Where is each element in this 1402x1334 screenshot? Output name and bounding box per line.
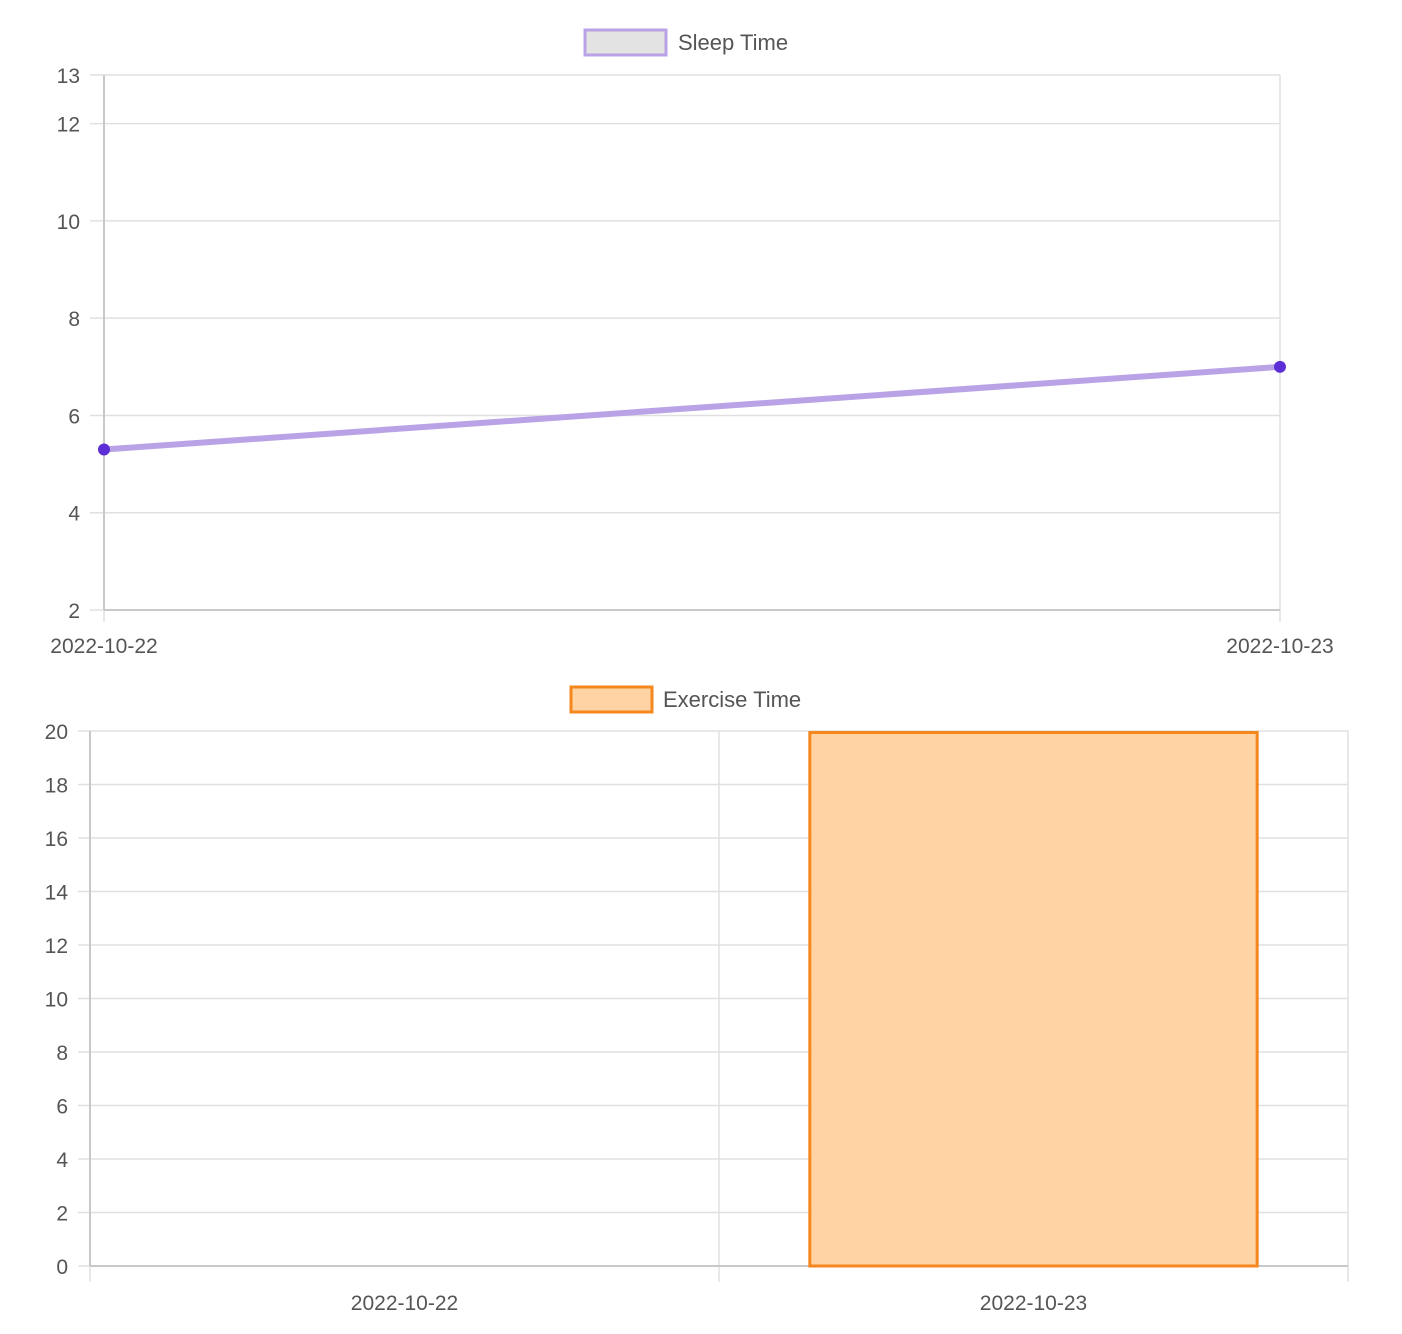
y-tick-label: 6 — [56, 1096, 68, 1119]
exercise-time-chart: 0 2 4 6 8 10 12 14 16 18 20 2022-10-22 2022-10-23 Exe… — [45, 685, 1349, 1315]
y-tick-label: 12 — [57, 114, 80, 137]
y-tick-label: 4 — [56, 1149, 68, 1172]
legend-swatch — [569, 685, 654, 714]
y-tick-label: 0 — [56, 1256, 68, 1279]
y-tick-label: 20 — [45, 721, 68, 744]
y-tick-label: 10 — [57, 211, 80, 234]
x-tick-label: 2022-10-23 — [1226, 635, 1333, 658]
y-tick-label: 6 — [68, 405, 80, 428]
y-tick-label: 16 — [45, 828, 68, 851]
y-tick-label: 2 — [68, 600, 80, 623]
legend-label: Sleep Time — [678, 30, 788, 55]
y-tick-label: 10 — [45, 989, 68, 1012]
y-tick-label: 4 — [68, 503, 80, 526]
exercise-time-bar — [808, 731, 1259, 1268]
x-tick-label: 2022-10-23 — [980, 1292, 1087, 1315]
y-tick-label: 13 — [57, 65, 80, 88]
y-tick-label: 12 — [45, 935, 68, 958]
y-tick-label: 18 — [45, 775, 68, 798]
legend-swatch — [583, 28, 668, 57]
sleep-time-chart: 2 4 6 8 10 12 13 2022-10-22 2022-10-23 Sleep Time — [50, 28, 1334, 658]
y-tick-label: 8 — [68, 308, 80, 331]
sleep-time-point — [1274, 360, 1286, 373]
sleep-time-point — [98, 443, 110, 456]
y-tick-label: 8 — [56, 1042, 68, 1065]
y-tick-label: 2 — [56, 1203, 68, 1226]
legend-label: Exercise Time — [663, 687, 801, 712]
x-tick-label: 2022-10-22 — [50, 635, 157, 658]
sleep-time-line — [103, 363, 1281, 453]
y-tick-label: 14 — [45, 882, 69, 905]
x-tick-label: 2022-10-22 — [351, 1292, 458, 1315]
